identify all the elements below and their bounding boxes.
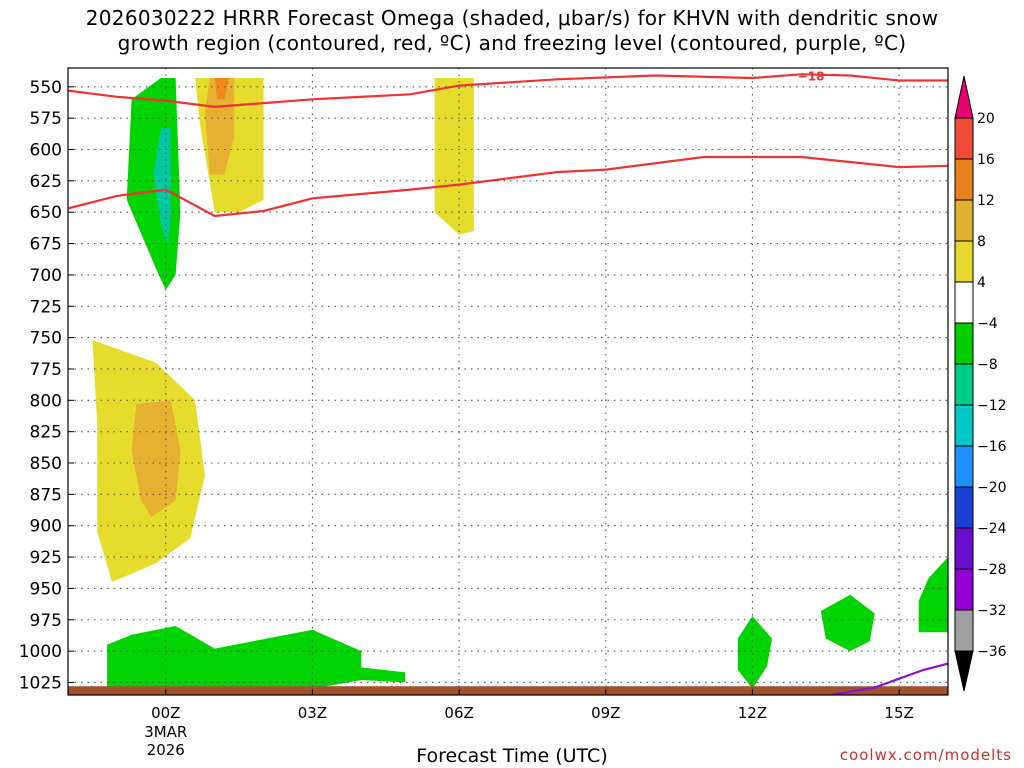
colorbar-box xyxy=(954,281,974,324)
y-tick-label: 925 xyxy=(30,548,62,568)
ground-surface xyxy=(68,686,948,695)
y-tick-label: 875 xyxy=(30,485,62,505)
colorbar-box xyxy=(954,363,974,406)
colorbar-tick-label: −20 xyxy=(977,480,1007,496)
x-date-label: 3MAR xyxy=(144,723,187,741)
colorbar-tick-label: 16 xyxy=(977,152,995,168)
x-date-label: 2026 xyxy=(147,741,185,759)
colorbar-box xyxy=(954,568,974,611)
colorbar-tick-label: 8 xyxy=(977,234,986,250)
y-tick-label: 725 xyxy=(30,297,62,317)
colorbar-tick-label: 12 xyxy=(977,193,995,209)
omega-region-0 xyxy=(126,78,181,290)
x-tick-label: 15Z xyxy=(884,704,913,722)
y-tick-label: 650 xyxy=(30,203,62,223)
colorbar-tick-label: −8 xyxy=(977,357,998,373)
colorbar-tick-label: −4 xyxy=(977,316,998,332)
dgz-contour--18 xyxy=(68,73,948,109)
x-tick-label: 03Z xyxy=(298,704,327,722)
x-tick-label: 12Z xyxy=(738,704,767,722)
credit-text: coolwx.com/modelts xyxy=(839,746,1012,764)
y-tick-label: 950 xyxy=(30,579,62,599)
colorbar-box xyxy=(954,117,974,160)
colorbar-box xyxy=(954,445,974,488)
colorbar-tick-label: 4 xyxy=(977,275,986,291)
omega-region-7 xyxy=(131,400,181,517)
plot-frame xyxy=(67,67,949,696)
y-tick-label: 800 xyxy=(30,391,62,411)
omega-shading xyxy=(92,78,948,689)
colorbar-max-arrow xyxy=(954,75,974,119)
y-tick-label: 700 xyxy=(30,266,62,286)
x-tick-label: 00Z xyxy=(151,704,180,722)
dgz-contour--12 xyxy=(68,155,948,218)
omega-region-3 xyxy=(204,78,235,175)
y-tick-label: 775 xyxy=(30,360,62,380)
contour-lines: −18 xyxy=(68,70,948,695)
y-axis: 550 575 600 625 650 675 700 725 750 775 800 825 850 8… xyxy=(19,78,74,693)
omega-region-9 xyxy=(737,616,772,689)
grid-lines xyxy=(68,68,948,695)
colorbar: −36 −32 −28 −24 −20 −16 −12 −8 −4 4 8 12 16 20 xyxy=(954,75,1007,692)
omega-region-11 xyxy=(918,557,948,633)
y-tick-label: 750 xyxy=(30,329,62,349)
y-tick-label: 975 xyxy=(30,611,62,631)
omega-region-4 xyxy=(214,78,230,100)
y-tick-label: 675 xyxy=(30,235,62,255)
colorbar-min-arrow xyxy=(954,650,974,692)
omega-region-8 xyxy=(107,626,406,689)
colorbar-box xyxy=(954,609,974,652)
colorbar-box xyxy=(954,199,974,242)
colorbar-box xyxy=(954,527,974,570)
colorbar-tick-label: −28 xyxy=(977,562,1007,578)
omega-region-5 xyxy=(434,78,474,235)
colorbar-box xyxy=(954,486,974,529)
colorbar-tick-label: −32 xyxy=(977,603,1007,619)
colorbar-tick-label: −12 xyxy=(977,398,1007,414)
chart-title: 2026030222 HRRR Forecast Omega (shaded, … xyxy=(0,6,1024,56)
x-tick-label: 09Z xyxy=(591,704,620,722)
colorbar-tick-label: −36 xyxy=(977,644,1007,660)
colorbar-tick-label: 20 xyxy=(977,111,995,127)
omega-region-1 xyxy=(153,128,171,245)
y-tick-label: 850 xyxy=(30,454,62,474)
y-tick-label: 825 xyxy=(30,423,62,443)
title-line-2: growth region (contoured, red, ºC) and f… xyxy=(117,31,907,55)
dgz-contour-label: −18 xyxy=(798,70,825,84)
colorbar-box xyxy=(954,322,974,365)
y-tick-label: 625 xyxy=(30,172,62,192)
y-tick-label: 550 xyxy=(30,78,62,98)
y-tick-label: 600 xyxy=(30,141,62,161)
y-tick-label: 575 xyxy=(30,109,62,129)
colorbar-box xyxy=(954,240,974,283)
y-tick-label: 1000 xyxy=(19,642,62,662)
colorbar-tick-label: −16 xyxy=(977,439,1007,455)
ground-bar xyxy=(68,686,948,695)
title-line-1: 2026030222 HRRR Forecast Omega (shaded, … xyxy=(85,6,939,30)
x-axis-label: Forecast Time (UTC) xyxy=(416,745,608,767)
y-tick-label: 1025 xyxy=(19,673,62,693)
omega-region-10 xyxy=(820,594,875,652)
colorbar-box xyxy=(954,404,974,447)
freezing-level-contour xyxy=(830,662,948,695)
x-tick-label: 06Z xyxy=(444,704,473,722)
colorbar-box xyxy=(954,158,974,201)
colorbar-tick-label: −24 xyxy=(977,521,1007,537)
y-tick-label: 900 xyxy=(30,517,62,537)
